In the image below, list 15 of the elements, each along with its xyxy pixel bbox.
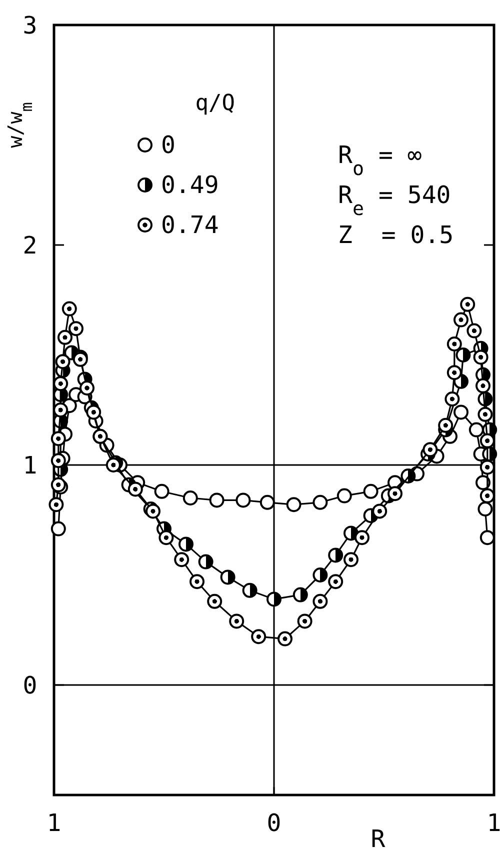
x-axis-title: R (370, 825, 386, 853)
legend-label: 0.74 (161, 211, 219, 239)
y-tick-label: 2 (22, 231, 38, 260)
y-tick-label: 1 (22, 451, 38, 480)
annotation: R$_{e}$ = 540 (338, 181, 451, 220)
annotation: R$_{o}$ = ∞ (338, 141, 422, 180)
x-tick-label: 1 (46, 809, 62, 837)
x-tick-label: 0 (266, 809, 282, 837)
y-tick-label: 3 (22, 11, 38, 40)
x-tick-label: 1 (486, 809, 500, 837)
legend-label: 0.49 (161, 171, 219, 199)
legend-label: 0 (161, 131, 176, 159)
y-tick-label: 0 (22, 671, 38, 700)
legend-title: q/Q (195, 91, 235, 116)
annotation: Z = 0.5 (338, 221, 454, 249)
